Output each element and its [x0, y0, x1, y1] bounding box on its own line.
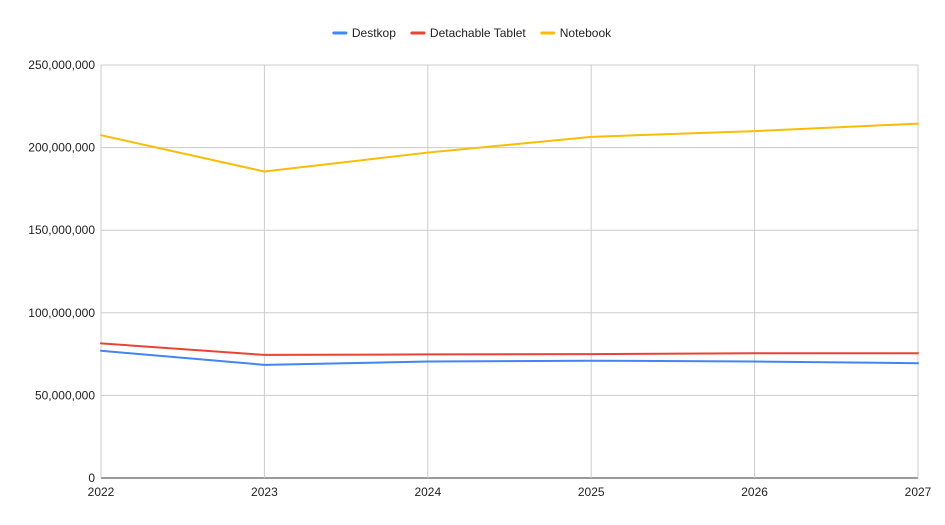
- y-tick-label: 200,000,000: [28, 141, 95, 155]
- y-tick-label: 150,000,000: [28, 223, 95, 237]
- grid-lines: [100, 64, 919, 479]
- series-lines: [100, 122, 919, 366]
- x-tick-label: 2022: [88, 485, 115, 499]
- series-line-notebook: [100, 122, 919, 173]
- y-tick-label: 0: [88, 471, 95, 485]
- x-axis-ticks: 2022 2023 2024 2025 2026 2027: [88, 485, 932, 499]
- x-tick-label: 2024: [414, 485, 441, 499]
- chart-legend: Destkop Detachable Tablet Notebook: [332, 26, 612, 40]
- legend-item: Destkop: [332, 26, 396, 40]
- legend-item: Detachable Tablet: [410, 26, 527, 40]
- legend-label: Notebook: [560, 26, 612, 40]
- legend-label: Detachable Tablet: [430, 26, 527, 40]
- legend-item: Notebook: [540, 26, 612, 40]
- x-tick-label: 2026: [741, 485, 768, 499]
- y-tick-label: 100,000,000: [28, 306, 95, 320]
- legend-label: Destkop: [352, 26, 396, 40]
- x-tick-label: 2023: [251, 485, 278, 499]
- series-line-detachable-tablet: [100, 342, 919, 356]
- x-tick-label: 2027: [905, 485, 932, 499]
- y-axis-ticks: 0 50,000,000 100,000,000 150,000,000 200,000…: [28, 58, 95, 485]
- y-tick-label: 50,000,000: [35, 388, 95, 402]
- series-line-destkop: [100, 349, 919, 366]
- y-tick-label: 250,000,000: [28, 58, 95, 72]
- x-tick-label: 2025: [578, 485, 605, 499]
